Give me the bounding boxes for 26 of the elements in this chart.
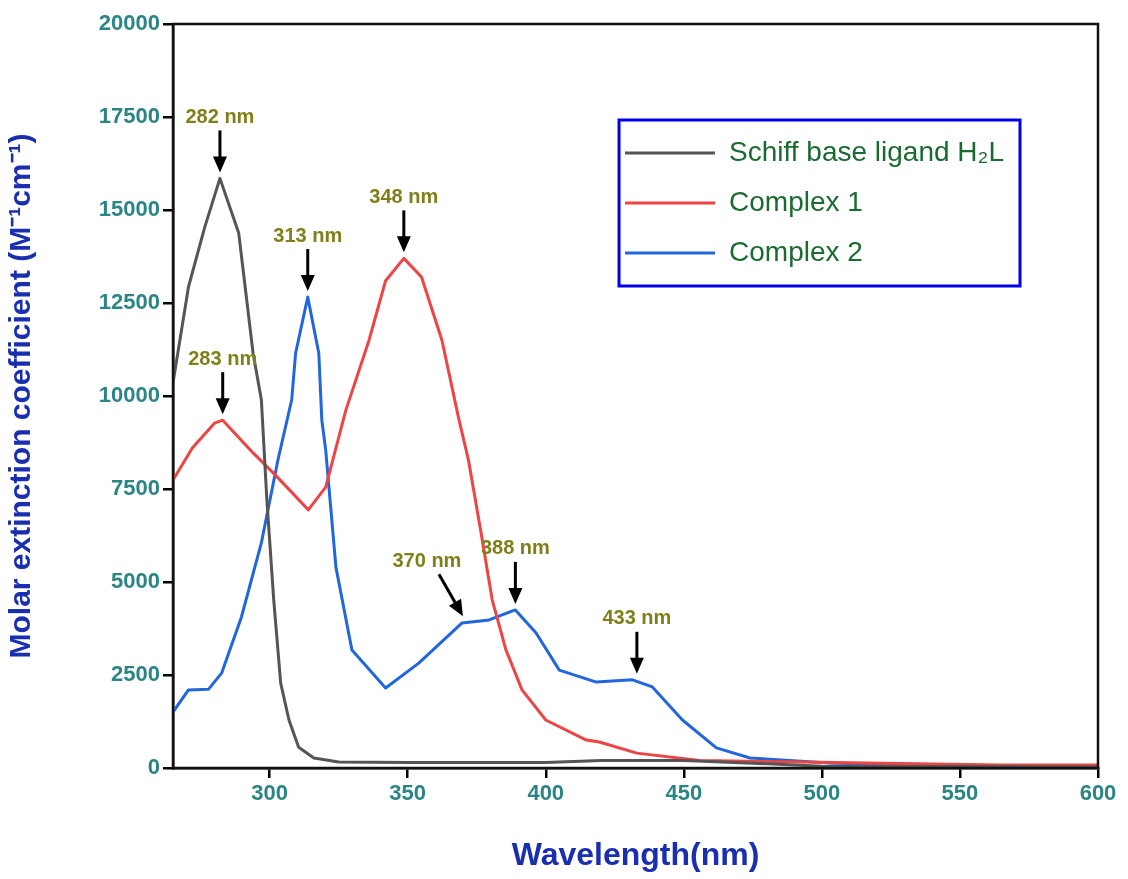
annotation: 282 nm <box>185 104 255 127</box>
y-tick-label: 0 <box>147 754 160 780</box>
annotation: 348 nm <box>369 184 439 207</box>
y-tick-label: 10000 <box>98 382 160 408</box>
legend-label: Complex 2 <box>729 235 863 267</box>
y-tick-label: 2500 <box>111 661 160 687</box>
x-tick-label: 450 <box>665 780 703 806</box>
y-tick-label: 15000 <box>98 196 160 222</box>
x-tick-label: 400 <box>527 780 565 806</box>
y-tick-label: 17500 <box>98 103 160 129</box>
x-tick-label: 600 <box>1079 780 1117 806</box>
x-axis-title: Wavelength(nm) <box>511 835 760 872</box>
x-tick-label: 350 <box>389 780 427 806</box>
x-tick-label: 500 <box>803 780 841 806</box>
y-tick-label: 7500 <box>111 475 160 501</box>
y-tick-label: 5000 <box>111 568 160 594</box>
legend-label: Schiff base ligand H₂L <box>729 135 1004 167</box>
legend-label: Complex 1 <box>729 185 863 217</box>
y-tick-label: 12500 <box>98 289 160 315</box>
y-tick-label: 20000 <box>98 10 160 36</box>
x-tick-label: 300 <box>251 780 288 806</box>
annotation: 433 nm <box>602 606 672 629</box>
annotation: 313 nm <box>273 223 343 246</box>
y-axis-title: Molar extinction coefficient (M⁻¹cm⁻¹) <box>3 133 37 659</box>
x-tick-label: 550 <box>941 780 979 806</box>
annotation: 370 nm <box>392 548 462 571</box>
